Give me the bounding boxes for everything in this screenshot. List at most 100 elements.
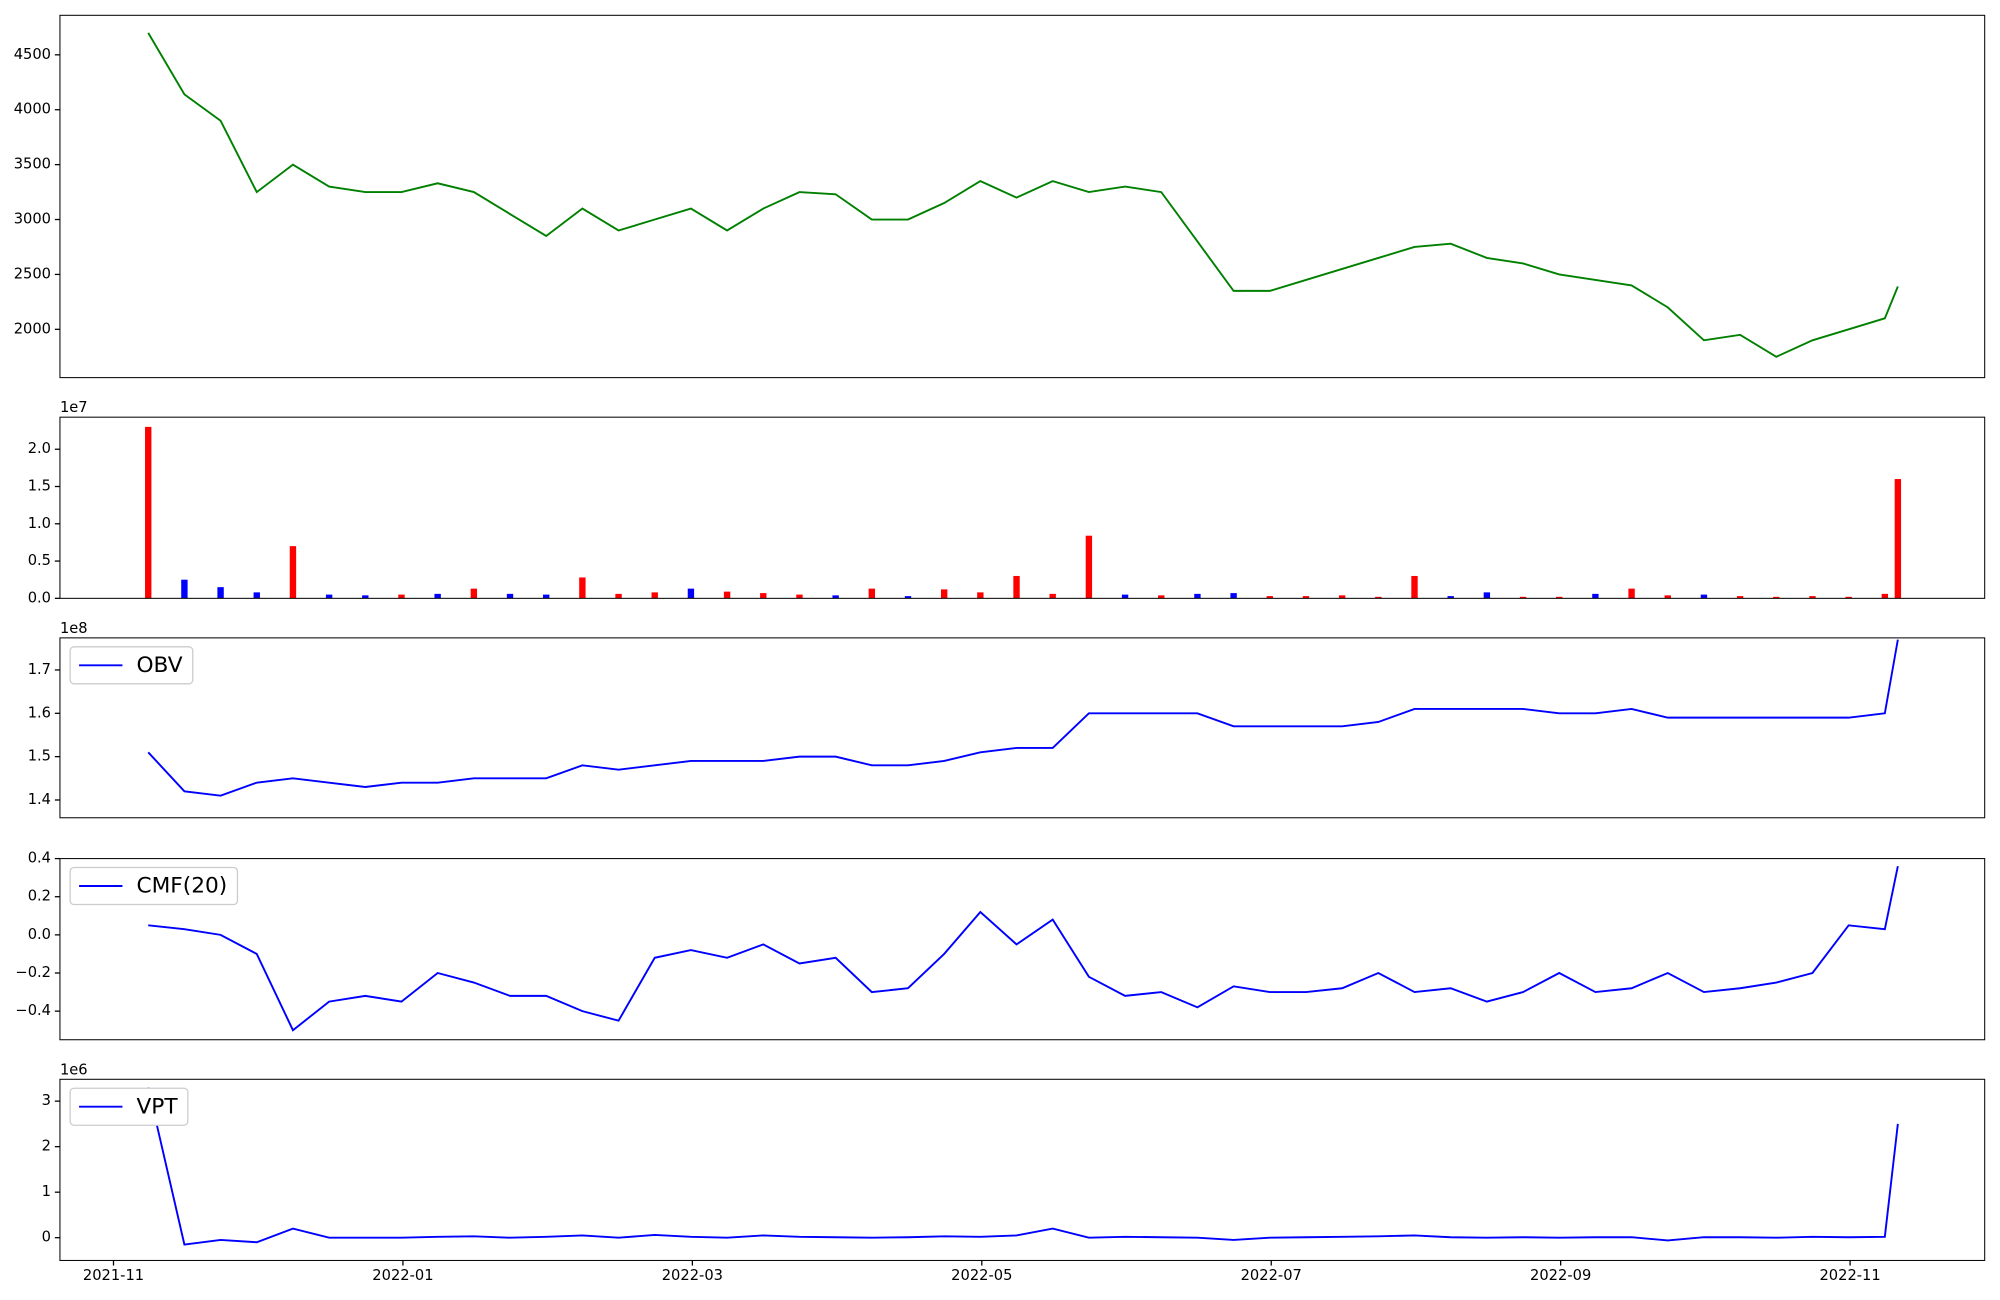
bar bbox=[1266, 596, 1273, 599]
y-tick-label: −0.4 bbox=[15, 1002, 51, 1019]
x-tick-label: 2022-05 bbox=[951, 1267, 1012, 1284]
legend-box bbox=[69, 646, 194, 685]
bar bbox=[1556, 596, 1563, 599]
bar bbox=[579, 577, 586, 599]
bar bbox=[868, 588, 876, 599]
y-offset-label: 1e7 bbox=[60, 399, 88, 416]
y-offset-label: 1e8 bbox=[60, 620, 88, 637]
y-tick-label: 2 bbox=[42, 1138, 51, 1155]
bar bbox=[253, 592, 260, 599]
legend-box bbox=[69, 866, 239, 906]
legend-label: OBV bbox=[136, 653, 182, 678]
x-tick-label: 2022-07 bbox=[1241, 1267, 1302, 1284]
bar bbox=[145, 426, 152, 599]
legend-label: CMF(20) bbox=[136, 874, 227, 899]
bar bbox=[904, 596, 912, 599]
y-tick-label: 0.0 bbox=[28, 926, 51, 943]
bar bbox=[1773, 596, 1780, 599]
bar bbox=[1338, 595, 1346, 599]
y-tick-label: 2000 bbox=[14, 320, 51, 337]
y-tick-label: 3000 bbox=[14, 211, 51, 228]
bar bbox=[1447, 596, 1454, 599]
bar bbox=[1194, 593, 1201, 599]
bar bbox=[470, 588, 478, 599]
x-tick-label: 2022-11 bbox=[1819, 1267, 1880, 1284]
bar bbox=[1736, 596, 1744, 599]
bar bbox=[1664, 595, 1671, 599]
axes-frame bbox=[59, 416, 1986, 599]
axes-frame bbox=[59, 1078, 1986, 1261]
y-tick-label: 3 bbox=[42, 1092, 51, 1109]
bar bbox=[977, 592, 984, 599]
bar bbox=[615, 593, 622, 599]
y-tick-label: 4000 bbox=[14, 101, 51, 118]
bar bbox=[1519, 596, 1527, 599]
bar bbox=[760, 593, 767, 599]
y-offset-label: 1e6 bbox=[60, 1061, 88, 1078]
y-tick-label: −0.2 bbox=[15, 964, 51, 981]
bar bbox=[217, 587, 224, 599]
y-tick-label: 4500 bbox=[14, 46, 51, 63]
bar bbox=[434, 593, 441, 599]
y-tick-label: 1.4 bbox=[28, 791, 51, 808]
y-tick-label: 1.5 bbox=[28, 478, 51, 495]
y-tick-label: 1.6 bbox=[28, 704, 51, 721]
bar bbox=[651, 592, 658, 599]
bar bbox=[1302, 596, 1310, 599]
bar bbox=[832, 595, 839, 599]
bar bbox=[1158, 595, 1165, 599]
x-tick-label: 2022-03 bbox=[662, 1267, 723, 1284]
bar bbox=[796, 594, 803, 599]
y-tick-label: 1.5 bbox=[28, 748, 51, 765]
bar bbox=[1700, 594, 1708, 599]
y-tick-label: 0 bbox=[42, 1229, 51, 1246]
y-tick-label: 3500 bbox=[14, 156, 51, 173]
line-series bbox=[147, 639, 1899, 797]
y-tick-label: 0.2 bbox=[28, 888, 51, 905]
y-tick-label: 2.0 bbox=[28, 440, 51, 457]
bar bbox=[940, 589, 948, 599]
x-tick-label: 2022-09 bbox=[1530, 1267, 1591, 1284]
bar bbox=[398, 594, 405, 599]
y-tick-label: 0.0 bbox=[28, 589, 51, 606]
bar bbox=[687, 588, 695, 599]
bar bbox=[1592, 593, 1599, 599]
y-tick-label: 1.7 bbox=[28, 661, 51, 678]
y-tick-label: 0.4 bbox=[28, 850, 51, 867]
axes-frame bbox=[59, 858, 1986, 1041]
bar bbox=[325, 594, 333, 599]
bar bbox=[1121, 594, 1129, 599]
line-series bbox=[147, 32, 1899, 358]
y-tick-label: 1 bbox=[42, 1183, 51, 1200]
bar bbox=[1085, 535, 1093, 599]
bar bbox=[1845, 596, 1852, 599]
bar bbox=[1049, 593, 1056, 599]
legend-label: VPT bbox=[136, 1094, 178, 1119]
legend-box bbox=[69, 1087, 189, 1126]
y-tick-label: 1.0 bbox=[28, 515, 51, 532]
line-series bbox=[148, 866, 1899, 1032]
x-tick-label: 2021-11 bbox=[83, 1267, 144, 1284]
bar bbox=[723, 591, 731, 599]
axes-frame bbox=[59, 637, 1986, 819]
bar bbox=[1628, 588, 1635, 599]
bar bbox=[1013, 575, 1020, 599]
bar bbox=[362, 595, 369, 599]
bar bbox=[1411, 575, 1418, 599]
bar bbox=[1881, 593, 1889, 599]
bar bbox=[289, 546, 297, 599]
y-tick-label: 2500 bbox=[14, 265, 51, 282]
bar bbox=[1230, 593, 1237, 599]
line-series bbox=[147, 1087, 1899, 1246]
bar bbox=[506, 593, 514, 599]
axes-frame bbox=[59, 14, 1986, 379]
bar bbox=[1375, 596, 1382, 599]
bar bbox=[1809, 596, 1816, 599]
x-tick-label: 2022-01 bbox=[372, 1267, 433, 1284]
bar bbox=[1894, 479, 1902, 599]
bar bbox=[181, 579, 188, 599]
y-tick-label: 0.5 bbox=[28, 552, 51, 569]
bar bbox=[1483, 592, 1491, 599]
bar bbox=[543, 594, 550, 599]
